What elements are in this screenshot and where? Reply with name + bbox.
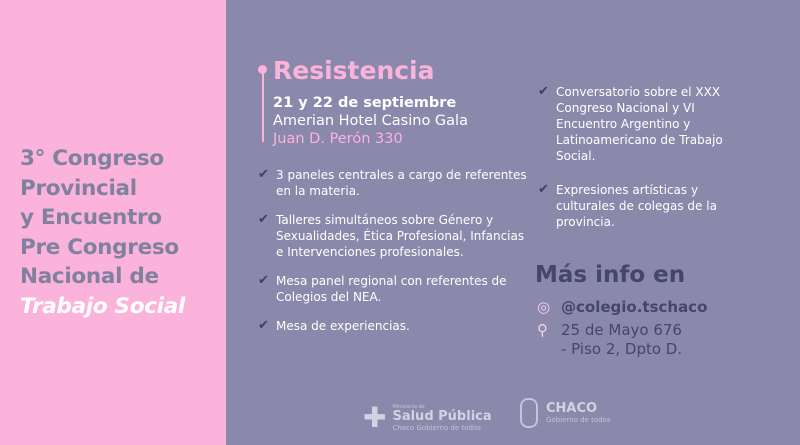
event-address: Juan D. Perón 330 bbox=[273, 131, 403, 147]
list-item-text: Expresiones artísticas y culturales de c… bbox=[556, 183, 717, 229]
logo-text: Gobierno de todos bbox=[546, 416, 611, 424]
instagram-handle[interactable]: @colegio.tschaco bbox=[561, 298, 708, 316]
checkmark-icon: ✔ bbox=[258, 167, 269, 182]
list-item: ✔ Mesa de experiencias. bbox=[258, 318, 528, 334]
checkmark-icon: ✔ bbox=[538, 182, 549, 197]
list-item: ✔ Talleres simultáneos sobre Género y Sex… bbox=[258, 212, 528, 260]
activities-list-right: ✔ Conversatorio sobre el XXX Congreso Nac… bbox=[538, 84, 788, 243]
logo-text: CHACO bbox=[546, 401, 598, 416]
checkmark-icon: ✔ bbox=[258, 273, 269, 288]
left-panel bbox=[0, 0, 226, 445]
timeline-dot bbox=[258, 65, 267, 74]
list-item: ✔ Conversatorio sobre el XXX Congreso Nac… bbox=[538, 84, 788, 164]
checkmark-icon: ✔ bbox=[538, 84, 549, 99]
list-item-text: Conversatorio sobre el XXX Congreso Naci… bbox=[556, 85, 723, 163]
checkmark-icon: ✔ bbox=[258, 212, 269, 227]
event-date: 21 y 22 de septiembre bbox=[273, 95, 457, 111]
title-line: Nacional de bbox=[20, 264, 159, 289]
list-item-text: Talleres simultáneos sobre Género y Sexu… bbox=[276, 213, 525, 259]
instagram-contact[interactable]: ◎ @colegio.tschaco bbox=[537, 298, 707, 316]
logo-text: Chaco Gobierno de todos bbox=[392, 423, 481, 432]
logo-text: Ministerio de bbox=[392, 403, 425, 410]
plus-icon: ✚ bbox=[363, 401, 387, 434]
right-panel bbox=[226, 0, 800, 445]
list-item-text: Mesa panel regional con referentes de Co… bbox=[276, 274, 507, 304]
title-highlight: Trabajo Social bbox=[20, 293, 185, 319]
event-city: Resistencia bbox=[273, 56, 435, 85]
list-item: ✔ 3 paneles centrales a cargo de referent… bbox=[258, 167, 528, 199]
list-item: ✔ Expresiones artísticas y culturales de … bbox=[538, 182, 788, 230]
list-item-text: Mesa de experiencias. bbox=[276, 319, 410, 333]
title-line: Pre Congreso bbox=[20, 234, 179, 260]
timeline-line bbox=[262, 70, 264, 142]
title-line: y Encuentro bbox=[20, 205, 162, 230]
checkmark-icon: ✔ bbox=[258, 318, 269, 333]
location-contact: ⚲ 25 de Mayo 676- Piso 2, Dpto D. bbox=[537, 321, 682, 359]
activities-list-left: ✔ 3 paneles centrales a cargo de referent… bbox=[258, 167, 528, 347]
event-venue: Amerian Hotel Casino Gala bbox=[273, 113, 468, 129]
event-title: 3° Congreso Provincial y Encuentro Pre C… bbox=[20, 144, 185, 321]
list-item: ✔ Mesa panel regional con referentes de C… bbox=[258, 273, 528, 305]
list-item-text: 3 paneles centrales a cargo de referente… bbox=[276, 168, 527, 198]
chaco-logo: CHACO Gobierno de todos bbox=[520, 398, 610, 428]
salud-publica-logo: ✚ Ministerio de Salud Pública Chaco Gobier… bbox=[363, 401, 492, 434]
logo-text: Salud Pública bbox=[392, 408, 492, 424]
more-info-heading: Más info en bbox=[535, 262, 686, 288]
title-line: Provincial bbox=[20, 175, 137, 201]
location-pin-icon: ⚲ bbox=[537, 321, 548, 339]
title-line: 3° Congreso bbox=[20, 146, 164, 171]
address-line: - Piso 2, Dpto D. bbox=[561, 340, 683, 358]
address-line: 25 de Mayo 676 bbox=[561, 321, 682, 339]
seal-icon bbox=[520, 398, 538, 428]
instagram-icon: ◎ bbox=[537, 298, 551, 316]
